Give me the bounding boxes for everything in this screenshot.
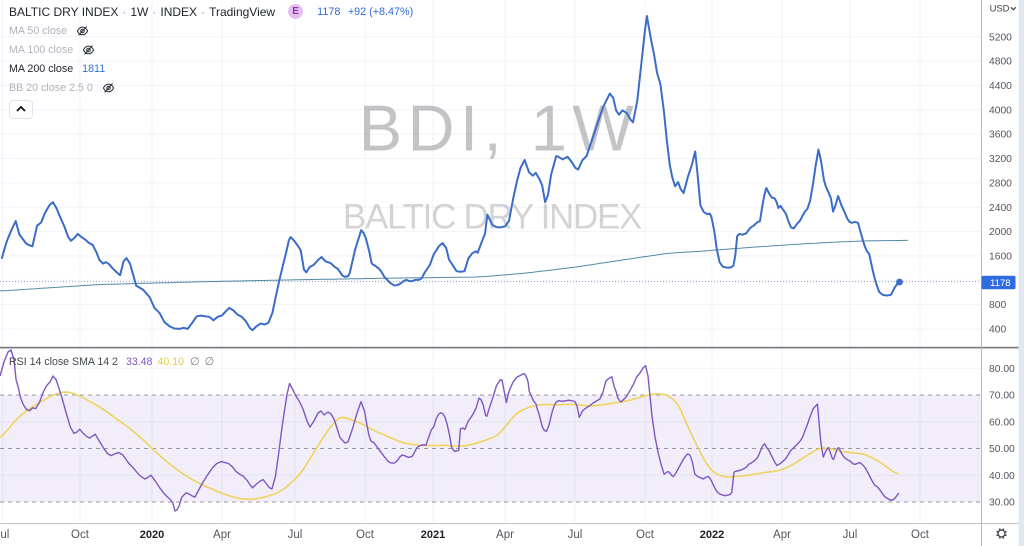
svg-text:2800: 2800 (989, 178, 1012, 189)
svg-text:40.00: 40.00 (989, 471, 1015, 482)
svg-text:800: 800 (989, 300, 1006, 311)
svg-text:80.00: 80.00 (989, 364, 1015, 375)
svg-text:2400: 2400 (989, 203, 1012, 214)
svg-text:Apr: Apr (773, 529, 791, 541)
svg-text:3200: 3200 (989, 154, 1012, 165)
svg-text:5200: 5200 (989, 32, 1012, 43)
svg-text:Jul: Jul (843, 529, 858, 541)
svg-text:USD: USD (990, 2, 1010, 13)
svg-text:3600: 3600 (989, 130, 1012, 141)
svg-text:Oct: Oct (356, 529, 375, 541)
svg-text:60.00: 60.00 (989, 417, 1015, 428)
svg-text:Oct: Oct (71, 529, 90, 541)
svg-text:2021: 2021 (421, 529, 445, 541)
svg-text:50.00: 50.00 (989, 444, 1015, 455)
svg-text:Oct: Oct (636, 529, 655, 541)
svg-text:2000: 2000 (989, 227, 1012, 238)
svg-text:Jul: Jul (0, 529, 9, 541)
svg-text:400: 400 (989, 325, 1006, 336)
svg-text:70.00: 70.00 (989, 391, 1015, 402)
svg-text:Jul: Jul (568, 529, 583, 541)
svg-text:Apr: Apr (213, 529, 231, 541)
svg-text:1600: 1600 (989, 252, 1012, 263)
svg-text:30.00: 30.00 (989, 498, 1015, 509)
svg-text:2022: 2022 (700, 529, 724, 541)
svg-text:Apr: Apr (496, 529, 514, 541)
svg-text:BALTIC DRY INDEX: BALTIC DRY INDEX (343, 198, 642, 237)
svg-text:Jul: Jul (288, 529, 303, 541)
svg-text:1178: 1178 (990, 278, 1011, 289)
svg-text:4400: 4400 (989, 81, 1012, 92)
svg-text:Oct: Oct (911, 529, 930, 541)
svg-text:2020: 2020 (140, 529, 164, 541)
svg-text:4800: 4800 (989, 57, 1012, 68)
svg-text:4000: 4000 (989, 105, 1012, 116)
